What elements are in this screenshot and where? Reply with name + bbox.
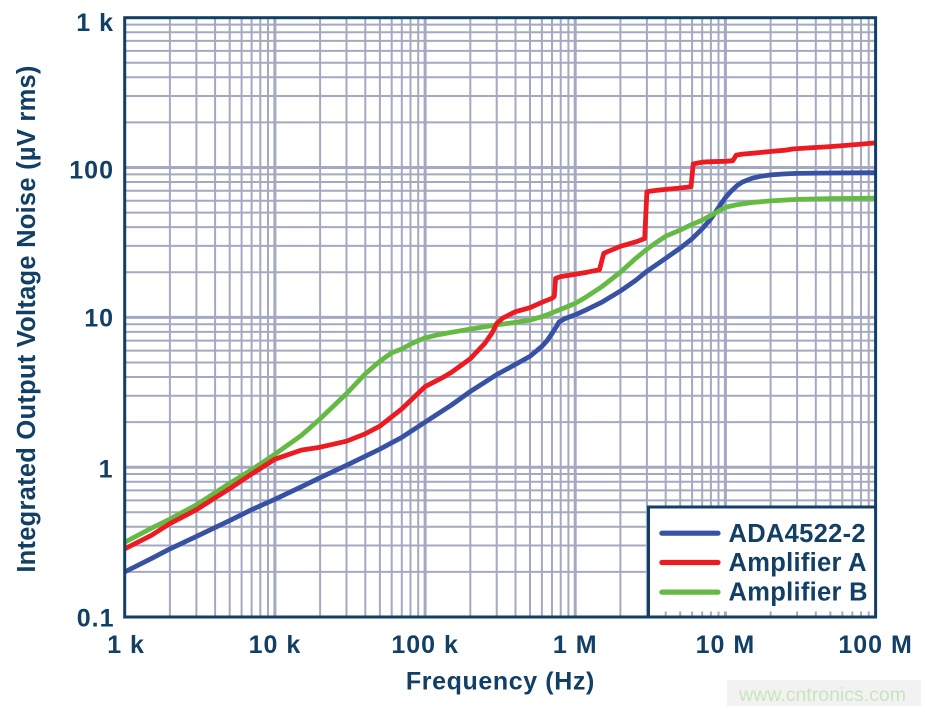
svg-text:1 k: 1 k (107, 631, 145, 659)
svg-text:10: 10 (84, 305, 114, 333)
svg-text:1: 1 (99, 455, 114, 483)
svg-text:10 k: 10 k (249, 631, 302, 659)
svg-text:www.cntronics.com: www.cntronics.com (738, 684, 906, 706)
svg-text:ADA4522-2: ADA4522-2 (729, 520, 866, 548)
svg-text:Amplifier A: Amplifier A (729, 549, 867, 577)
svg-text:100 k: 100 k (391, 631, 459, 659)
svg-text:Frequency (Hz): Frequency (Hz) (406, 668, 595, 696)
svg-text:100: 100 (69, 156, 114, 184)
svg-text:0.1: 0.1 (77, 604, 115, 632)
svg-text:100 M: 100 M (838, 631, 912, 659)
svg-text:1 k: 1 k (76, 9, 114, 37)
svg-text:Amplifier B: Amplifier B (729, 578, 868, 606)
svg-text:10 M: 10 M (696, 631, 756, 659)
svg-text:Integrated Output Voltage Nois: Integrated Output Voltage Noise (µV rms) (13, 65, 41, 572)
svg-text:1 M: 1 M (553, 631, 598, 659)
